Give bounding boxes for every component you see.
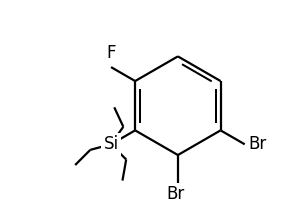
- Text: F: F: [106, 44, 116, 62]
- Text: Br: Br: [167, 185, 185, 203]
- Text: Br: Br: [248, 135, 266, 153]
- Text: Si: Si: [103, 135, 118, 153]
